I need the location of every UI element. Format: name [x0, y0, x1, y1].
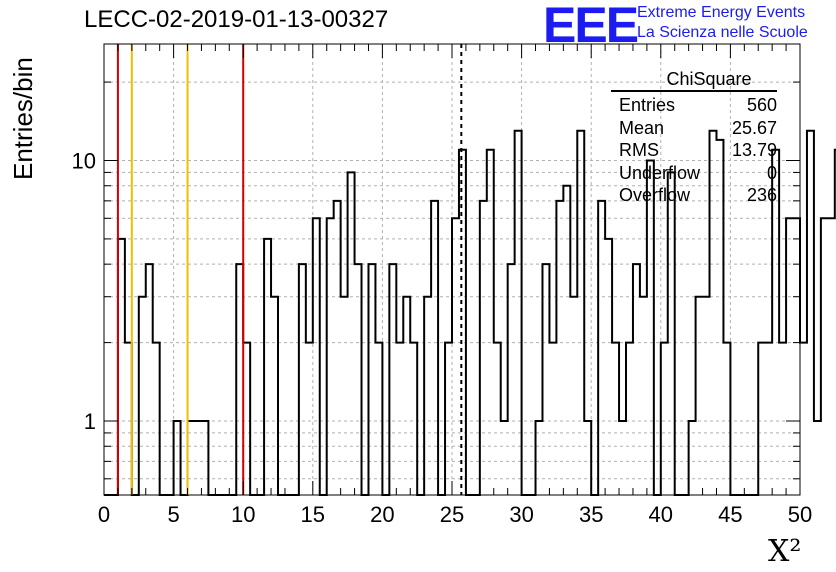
stats-value: 560 — [746, 95, 777, 115]
x-tick-label: 15 — [301, 502, 325, 527]
y-tick-label: 1 — [84, 409, 96, 434]
stats-value: 13.79 — [731, 140, 777, 160]
stats-row: Overflow 236 — [611, 184, 777, 207]
stats-label: Mean — [619, 117, 665, 138]
x-axis-label: X² — [768, 534, 802, 569]
x-tick-label: 0 — [98, 502, 110, 527]
stats-row: Underflow 0 — [611, 162, 777, 185]
stats-divider — [611, 90, 777, 92]
stats-row: Entries 560 — [611, 94, 777, 117]
reference-lines — [116, 44, 463, 495]
x-tick-label: 30 — [509, 502, 533, 527]
stats-row: RMS 13.79 — [611, 139, 777, 162]
x-tick-label: 45 — [718, 502, 742, 527]
stats-label: Entries — [619, 95, 676, 115]
stats-value: 236 — [746, 185, 777, 205]
y-axis-label: Entries/bin — [8, 57, 38, 180]
y-tick-label: 10 — [72, 148, 96, 173]
stats-title: ChiSquare — [666, 69, 752, 89]
stats-label: Overflow — [619, 185, 691, 205]
chart-title: LECC-02-2019-01-13-00327 — [84, 6, 389, 33]
stats-row: Mean 25.67 — [611, 117, 777, 140]
x-tick-label: 5 — [167, 502, 179, 527]
stats-value: 25.67 — [731, 117, 777, 138]
logo-line-1: Extreme Energy Events — [637, 4, 806, 21]
stats-value: 0 — [766, 162, 777, 183]
logo-line-2: La Scienza nelle Scuole — [637, 24, 808, 41]
stats-label: RMS — [619, 140, 659, 160]
eee-logo: EEE — [543, 0, 639, 53]
stats-label: Underflow — [619, 162, 701, 183]
axis-ticks: 0 5 10 15 20 25 30 35 40 45 50 1 10 — [72, 44, 812, 527]
x-tick-label: 40 — [649, 502, 673, 527]
stats-box: ChiSquare Entries 560 Mean 25.67 RMS 13.… — [611, 68, 777, 207]
x-tick-label: 20 — [370, 502, 394, 527]
x-tick-label: 25 — [440, 502, 464, 527]
x-tick-label: 10 — [231, 502, 255, 527]
x-tick-label: 50 — [788, 502, 812, 527]
x-tick-label: 35 — [579, 502, 603, 527]
